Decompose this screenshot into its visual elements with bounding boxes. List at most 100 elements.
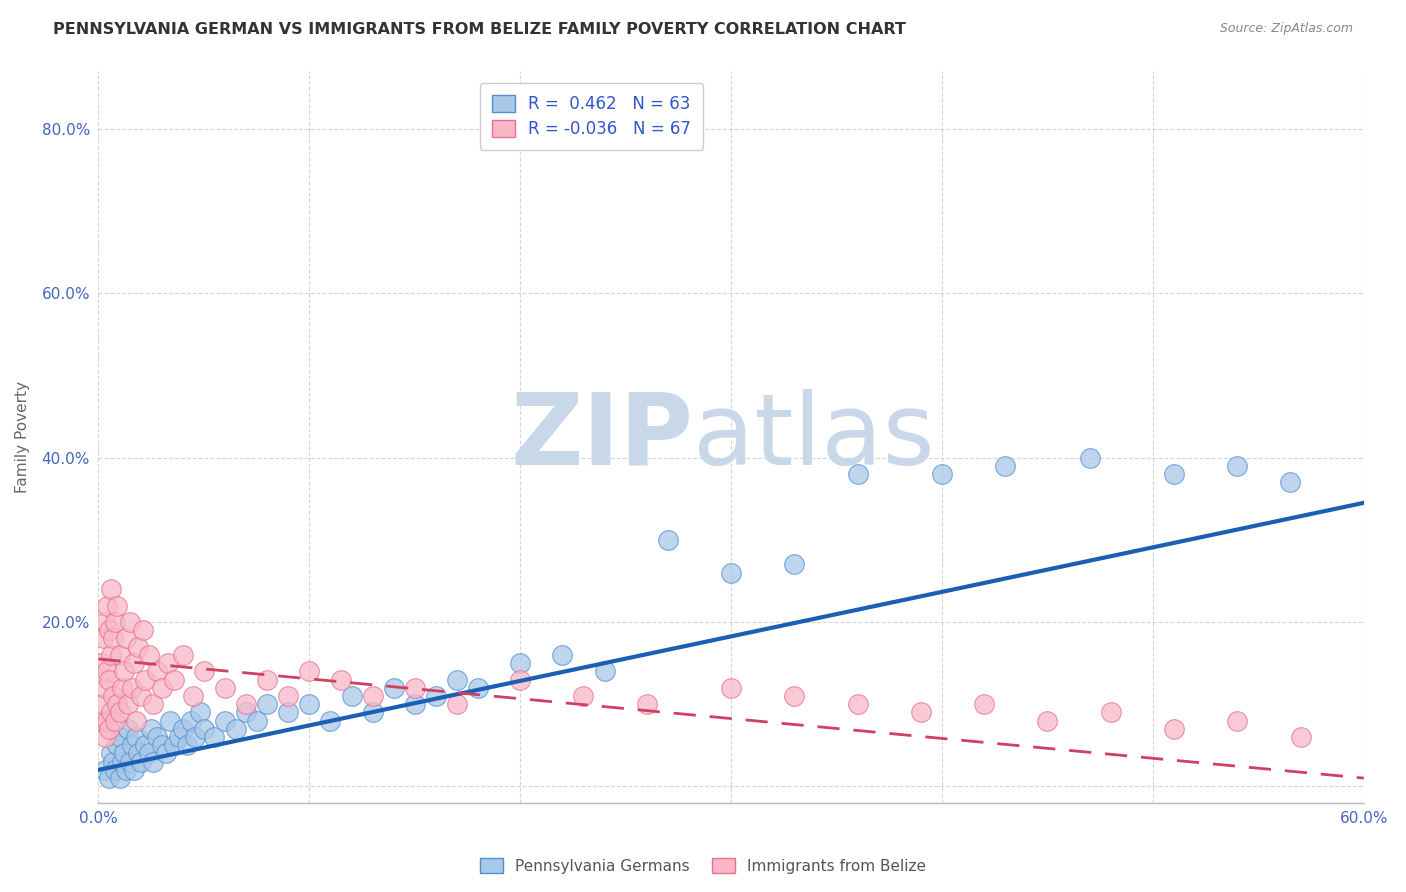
Point <box>1036 714 1059 728</box>
Point <box>994 458 1017 473</box>
Point <box>204 730 226 744</box>
Point <box>509 673 531 687</box>
Point <box>235 697 257 711</box>
Point <box>108 771 131 785</box>
Point <box>150 739 173 753</box>
Point <box>120 615 141 629</box>
Point <box>129 689 152 703</box>
Point <box>551 648 574 662</box>
Point <box>298 665 321 679</box>
Point <box>172 722 194 736</box>
Text: Source: ZipAtlas.com: Source: ZipAtlas.com <box>1219 22 1353 36</box>
Point <box>235 706 257 720</box>
Point <box>128 747 150 761</box>
Point <box>404 681 426 695</box>
Point <box>404 697 426 711</box>
Point <box>846 467 869 481</box>
Point <box>121 681 143 695</box>
Point <box>1099 706 1122 720</box>
Point <box>657 533 679 547</box>
Point <box>846 697 869 711</box>
Point <box>783 689 806 703</box>
Point <box>124 763 146 777</box>
Point <box>246 714 269 728</box>
Text: ZIP: ZIP <box>510 389 693 485</box>
Point <box>93 763 117 777</box>
Point <box>107 697 129 711</box>
Point <box>446 697 468 711</box>
Point <box>100 648 122 662</box>
Point <box>96 665 118 679</box>
Point <box>90 656 112 670</box>
Point <box>134 739 156 753</box>
Point <box>104 714 127 728</box>
Point <box>90 714 112 728</box>
Point <box>361 689 384 703</box>
Point <box>98 624 121 638</box>
Point <box>910 706 932 720</box>
Point <box>93 681 117 695</box>
Point <box>98 722 121 736</box>
Point <box>214 681 236 695</box>
Point <box>125 714 148 728</box>
Point <box>108 706 131 720</box>
Point <box>188 706 211 720</box>
Point <box>180 714 202 728</box>
Point <box>1226 714 1249 728</box>
Point <box>973 697 995 711</box>
Point <box>214 714 236 728</box>
Point <box>446 673 468 687</box>
Point <box>225 722 247 736</box>
Point <box>572 689 595 703</box>
Point <box>159 714 181 728</box>
Y-axis label: Family Poverty: Family Poverty <box>15 381 31 493</box>
Point <box>142 755 165 769</box>
Point <box>142 697 165 711</box>
Point <box>98 673 121 687</box>
Point <box>157 656 180 670</box>
Point <box>509 656 531 670</box>
Point <box>107 599 129 613</box>
Point <box>108 730 131 744</box>
Point <box>183 689 205 703</box>
Point <box>172 648 194 662</box>
Point <box>96 714 118 728</box>
Point <box>124 656 146 670</box>
Point <box>636 697 658 711</box>
Point <box>340 689 363 703</box>
Point <box>277 689 299 703</box>
Point <box>138 648 160 662</box>
Point <box>931 467 953 481</box>
Point <box>330 673 353 687</box>
Point <box>115 763 138 777</box>
Point <box>193 722 215 736</box>
Point <box>117 722 139 736</box>
Text: PENNSYLVANIA GERMAN VS IMMIGRANTS FROM BELIZE FAMILY POVERTY CORRELATION CHART: PENNSYLVANIA GERMAN VS IMMIGRANTS FROM B… <box>53 22 907 37</box>
Point <box>129 755 152 769</box>
Legend: R =  0.462   N = 63, R = -0.036   N = 67: R = 0.462 N = 63, R = -0.036 N = 67 <box>479 83 703 150</box>
Point <box>1163 467 1185 481</box>
Point <box>93 615 117 629</box>
Point <box>107 739 129 753</box>
Point <box>100 582 122 596</box>
Point <box>103 755 125 769</box>
Point <box>120 755 141 769</box>
Point <box>112 665 135 679</box>
Point <box>361 706 384 720</box>
Point <box>298 697 321 711</box>
Point <box>155 747 177 761</box>
Point <box>141 722 163 736</box>
Point <box>193 665 215 679</box>
Point <box>150 681 173 695</box>
Point <box>720 681 742 695</box>
Point <box>1289 730 1312 744</box>
Point <box>163 673 186 687</box>
Point <box>256 697 278 711</box>
Point <box>103 689 125 703</box>
Point <box>382 681 405 695</box>
Point <box>111 681 132 695</box>
Point <box>100 706 122 720</box>
Point <box>108 648 131 662</box>
Point <box>91 697 114 711</box>
Point <box>184 730 207 744</box>
